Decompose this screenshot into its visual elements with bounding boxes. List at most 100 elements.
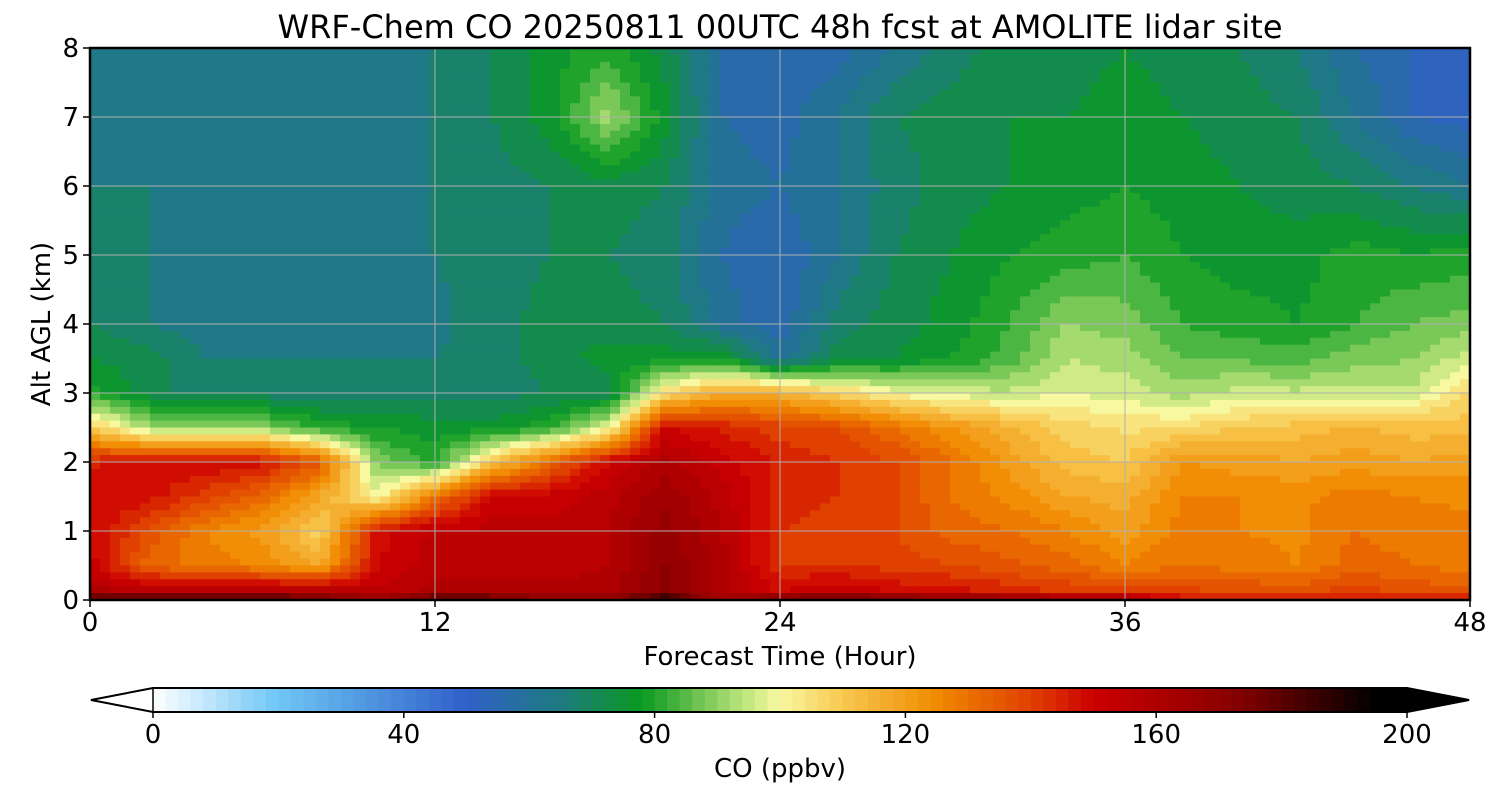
heatmap-cell [1430, 234, 1441, 242]
heatmap-cell [970, 117, 981, 125]
heatmap-cell [1090, 165, 1101, 173]
heatmap-cell [640, 123, 651, 132]
heatmap-cell [200, 130, 211, 139]
heatmap-cell [730, 213, 741, 222]
heatmap-cell [410, 117, 421, 125]
heatmap-cell [1400, 213, 1411, 222]
heatmap-cell [490, 192, 501, 201]
heatmap-cell [520, 213, 531, 222]
heatmap-cell [910, 192, 921, 201]
heatmap-cell [220, 192, 231, 201]
heatmap-cell [1090, 151, 1101, 159]
heatmap-cell [800, 227, 811, 235]
heatmap-cell [1280, 268, 1291, 277]
heatmap-cell [1420, 248, 1431, 256]
heatmap-cell [870, 68, 881, 77]
heatmap-cell [890, 248, 901, 256]
heatmap-cell [330, 137, 341, 146]
heatmap-cell [1420, 213, 1431, 222]
heatmap-cell [1240, 158, 1251, 166]
heatmap-cell [1350, 172, 1361, 180]
heatmap-cell [1190, 255, 1201, 263]
heatmap-cell [660, 103, 671, 111]
heatmap-cell [930, 103, 941, 111]
heatmap-cell [540, 75, 551, 84]
heatmap-cell [920, 192, 931, 201]
heatmap-cell [290, 103, 301, 111]
heatmap-cell [1380, 144, 1391, 153]
heatmap-cell [760, 186, 771, 194]
heatmap-cell [980, 82, 991, 90]
heatmap-cell [1170, 117, 1181, 125]
heatmap-cell [160, 103, 171, 111]
heatmap-cell [540, 241, 551, 249]
heatmap-cell [190, 220, 201, 228]
heatmap-cell [310, 192, 321, 201]
heatmap-cell [1150, 206, 1161, 215]
heatmap-cell [410, 220, 421, 228]
heatmap-cell [90, 172, 101, 180]
heatmap-cell [140, 89, 151, 97]
heatmap-cell [640, 89, 651, 97]
heatmap-cell [1380, 179, 1391, 187]
heatmap-cell [540, 144, 551, 153]
heatmap-cell [1280, 165, 1291, 173]
heatmap-cell [300, 186, 311, 194]
heatmap-cell [600, 289, 611, 297]
heatmap-cell [1180, 48, 1191, 56]
heatmap-cell [550, 172, 561, 180]
heatmap-cell [590, 75, 601, 84]
heatmap-cell [1420, 192, 1431, 201]
heatmap-cell [1150, 75, 1161, 84]
heatmap-cell [240, 48, 251, 56]
heatmap-cell [880, 144, 891, 153]
heatmap-cell [1100, 261, 1111, 270]
heatmap-cell [620, 220, 631, 228]
heatmap-cell [410, 48, 421, 56]
heatmap-cell [890, 179, 901, 187]
heatmap-cell [770, 206, 781, 215]
heatmap-cell [230, 123, 241, 132]
heatmap-cell [940, 192, 951, 201]
heatmap-cell [410, 199, 421, 208]
heatmap-cell [1070, 130, 1081, 139]
heatmap-cell [290, 137, 301, 146]
heatmap-cell [850, 110, 861, 118]
heatmap-cell [950, 268, 961, 277]
heatmap-cell [1370, 206, 1381, 215]
heatmap-cell [730, 103, 741, 111]
heatmap-cell [220, 289, 231, 297]
heatmap-cell [710, 75, 721, 84]
heatmap-cell [310, 137, 321, 146]
heatmap-cell [1450, 144, 1461, 153]
heatmap-cell [250, 206, 261, 215]
heatmap-cell [1090, 234, 1101, 242]
heatmap-cell [750, 110, 761, 118]
heatmap-cell [1140, 144, 1151, 153]
heatmap-cell [1100, 89, 1111, 97]
heatmap-cell [900, 192, 911, 201]
heatmap-cell [710, 289, 721, 297]
heatmap-cell [750, 248, 761, 256]
heatmap-cell [140, 54, 151, 63]
heatmap-cell [1010, 110, 1021, 118]
heatmap-cell [910, 206, 921, 215]
heatmap-cell [910, 172, 921, 180]
heatmap-cell [1270, 227, 1281, 235]
heatmap-cell [700, 275, 711, 284]
heatmap-cell [500, 123, 511, 132]
heatmap-cell [780, 172, 791, 180]
heatmap-cell [960, 220, 971, 228]
heatmap-cell [810, 103, 821, 111]
heatmap-cell [1070, 103, 1081, 111]
heatmap-cell [310, 227, 321, 235]
heatmap-cell [1290, 220, 1301, 228]
heatmap-cell [500, 206, 511, 215]
heatmap-cell [290, 144, 301, 153]
heatmap-cell [180, 158, 191, 166]
heatmap-cell [580, 186, 591, 194]
heatmap-cell [1010, 158, 1021, 166]
heatmap-cell [1330, 68, 1341, 77]
heatmap-cell [1050, 234, 1061, 242]
heatmap-cell [1260, 248, 1271, 256]
